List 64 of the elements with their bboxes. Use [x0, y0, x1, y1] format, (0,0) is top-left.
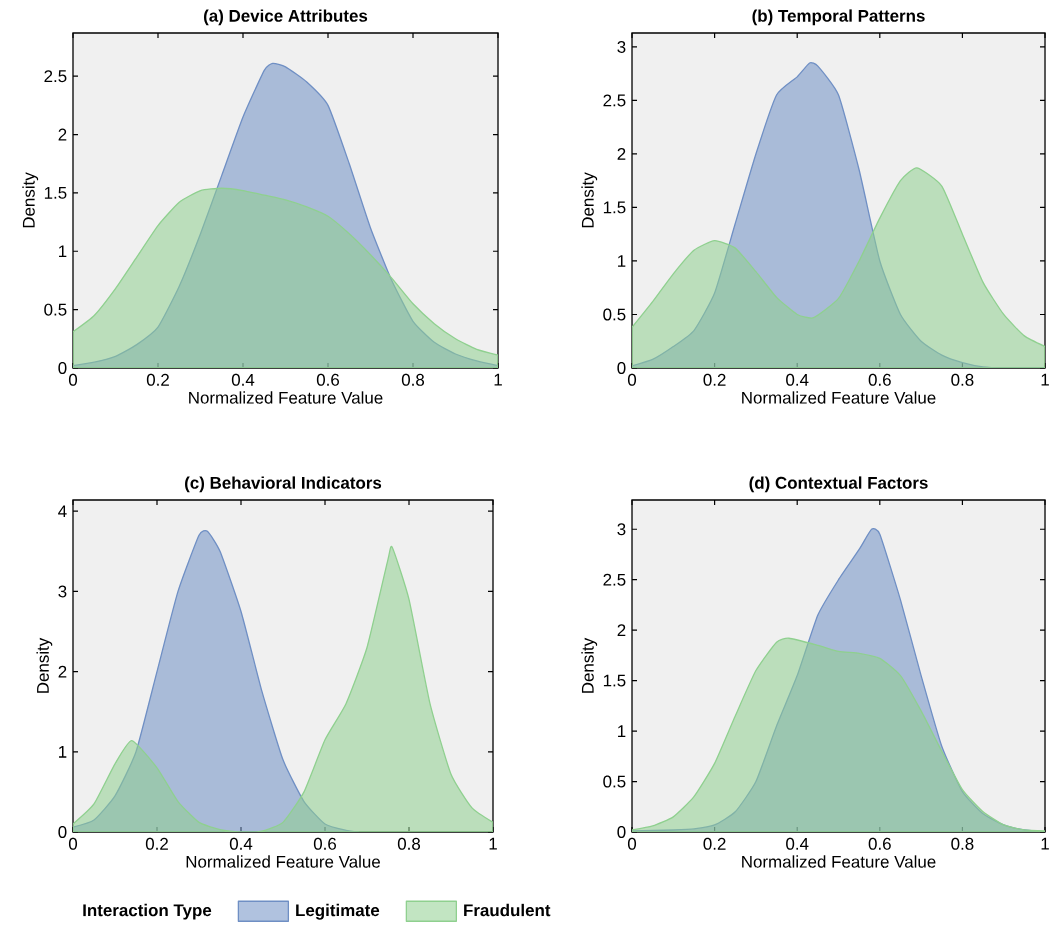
y-tick-label: 1.5	[603, 674, 626, 687]
chart-title: (b) Temporal Patterns	[752, 9, 925, 26]
y-tick-label: 2.5	[603, 573, 626, 586]
x-axis-title: Normalized Feature Value	[186, 855, 380, 868]
y-tick-label: 2.5	[603, 94, 626, 107]
x-tick-label: 0.8	[401, 373, 425, 386]
x-tick-label: 1	[1041, 837, 1049, 850]
y-tick-label: 3	[617, 40, 626, 53]
chart-title: (c) Behavioral Indicators	[185, 476, 382, 493]
y-tick-label: 2	[617, 148, 626, 160]
y-tick-label: 0	[617, 361, 626, 374]
y-tick-label: 2.5	[44, 70, 67, 83]
legend-label: Fraudulent	[464, 903, 551, 917]
x-axis-title: Normalized Feature Value	[742, 391, 936, 404]
x-tick-label: 0	[68, 837, 78, 850]
x-tick-label: 0.2	[145, 837, 168, 850]
x-tick-label: 1	[489, 837, 497, 850]
x-tick-label: 0.4	[786, 373, 809, 386]
y-tick-label: 2	[617, 624, 626, 637]
y-axis-title: Density	[581, 172, 598, 228]
y-tick-label: 4	[58, 505, 67, 518]
y-tick-label: 0	[58, 361, 67, 374]
legend-label: Legitimate	[296, 903, 380, 920]
y-tick-label: 1	[59, 745, 67, 758]
y-axis-title: Density	[36, 637, 53, 693]
y-tick-label: 1	[618, 255, 626, 267]
x-tick-label: 0.4	[229, 837, 253, 850]
x-axis-title: Normalized Feature Value	[189, 391, 383, 404]
x-tick-label: 0.8	[951, 837, 974, 850]
x-tick-label: 0.2	[146, 373, 169, 386]
x-tick-label: 1	[1041, 373, 1049, 386]
y-axis-title: Density	[22, 172, 39, 228]
y-tick-label: 2	[58, 665, 67, 678]
chart-title: (a) Device Attributes	[203, 9, 368, 26]
legend-title: Interaction Type	[83, 903, 212, 920]
x-tick-label: 0.2	[703, 373, 726, 386]
y-tick-label: 0.5	[44, 303, 67, 316]
x-tick-label: 0.8	[397, 837, 421, 850]
y-tick-label: 1	[618, 725, 626, 737]
y-tick-label: 0.5	[603, 775, 626, 788]
x-tick-label: 0.4	[786, 837, 809, 850]
chart-title: (d) Contextual Factors	[749, 476, 928, 493]
y-tick-label: 0	[58, 826, 67, 838]
y-tick-label: 1.5	[603, 201, 626, 214]
x-tick-label: 0.2	[703, 837, 726, 850]
x-tick-label: 0.6	[868, 837, 891, 850]
x-axis-title: Normalized Feature Value	[742, 855, 936, 868]
x-tick-label: 0.6	[316, 373, 340, 386]
x-tick-label: 0.6	[868, 373, 891, 386]
y-tick-label: 3	[58, 585, 67, 598]
y-tick-label: 0.5	[603, 308, 626, 321]
x-tick-label: 0	[627, 373, 637, 386]
y-axis-title: Density	[581, 637, 598, 693]
y-tick-label: 3	[617, 523, 626, 536]
x-tick-label: 0.8	[951, 373, 974, 386]
x-tick-label: 0.6	[313, 837, 337, 850]
x-tick-label: 0	[68, 373, 78, 386]
x-tick-label: 1	[494, 373, 502, 386]
y-tick-label: 2	[58, 128, 67, 141]
y-tick-label: 1.5	[44, 186, 67, 199]
x-tick-label: 0	[627, 837, 637, 850]
y-tick-label: 1	[59, 245, 67, 258]
x-tick-label: 0.4	[231, 373, 255, 386]
y-tick-label: 0	[617, 826, 626, 838]
